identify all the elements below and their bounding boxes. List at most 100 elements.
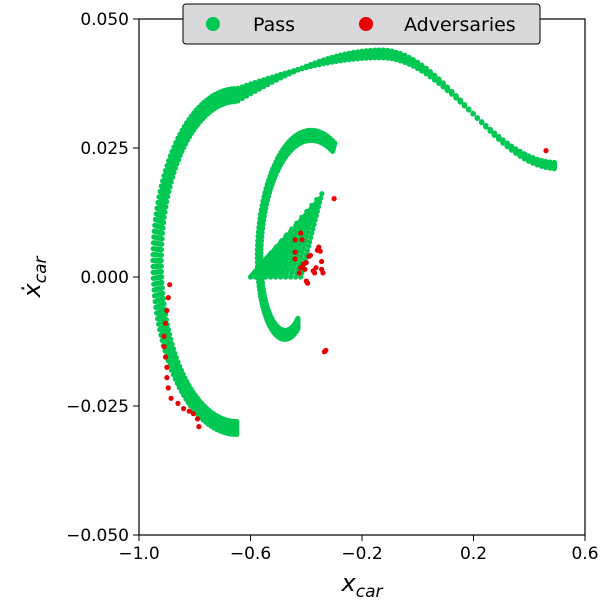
pass-point [432, 77, 438, 83]
pass-point [298, 274, 304, 280]
y-axis-title-sub: car [31, 256, 51, 284]
pass-point [308, 217, 314, 223]
pass-point [248, 81, 254, 87]
adversary-point [302, 266, 308, 272]
pass-point [319, 191, 325, 197]
pass-point [172, 376, 178, 382]
adversary-point [300, 261, 307, 267]
pass-point [157, 188, 163, 195]
pass-point [150, 252, 156, 258]
pass-point [312, 62, 318, 69]
y-axis: −0.050 −0.025 0.000 0.025 0.050 [66, 10, 139, 546]
pass-point [256, 220, 262, 226]
pass-point [314, 208, 320, 214]
pass-point [152, 216, 158, 223]
pass-point [538, 157, 545, 163]
pass-point [166, 158, 172, 164]
pass-point [291, 68, 297, 74]
pass-point [170, 372, 176, 378]
pass-point [402, 59, 408, 65]
pass-point [165, 358, 171, 364]
pass-point [311, 221, 317, 227]
adversary-point [162, 320, 169, 326]
pass-point [159, 337, 165, 343]
pass-point [543, 158, 549, 164]
adversary-point [167, 282, 173, 288]
pass-point [152, 299, 158, 305]
pass-point [534, 156, 540, 162]
x-axis-title: xcar [341, 569, 384, 601]
adversary-point [298, 230, 304, 236]
pass-point [157, 327, 163, 333]
pass-point [372, 55, 378, 61]
pass-point [256, 78, 262, 84]
pass-point [173, 139, 179, 146]
pass-point [256, 283, 262, 289]
pass-point [254, 251, 260, 257]
adversary-point [316, 244, 322, 250]
adversary-point [194, 416, 201, 422]
pass-point [317, 199, 323, 205]
pass-point [305, 229, 311, 235]
pass-point [367, 55, 374, 61]
adversary-point [313, 265, 319, 271]
pass-point [257, 215, 263, 222]
pass-point [262, 189, 268, 196]
pass-point [380, 55, 386, 61]
pass-point [150, 275, 156, 281]
pass-point [153, 304, 159, 310]
pass-point [474, 115, 480, 121]
adversary-point [175, 400, 181, 406]
legend-pass-marker [206, 17, 220, 31]
pass-point [312, 217, 318, 223]
pass-point [304, 248, 310, 254]
pass-point [313, 213, 319, 219]
pass-point [410, 63, 416, 69]
pass-point [449, 91, 455, 97]
pass-point [307, 239, 313, 245]
pass-point [261, 194, 267, 200]
plot-frame [138, 18, 586, 536]
pass-point [151, 228, 157, 234]
pass-point [256, 279, 262, 285]
adversary-point [319, 258, 325, 265]
pass-point [303, 64, 309, 71]
x-tick-label: 0.2 [460, 544, 487, 564]
pass-point [329, 59, 335, 65]
adversary-point [305, 280, 311, 286]
adversary-point [292, 237, 298, 243]
pass-point [310, 226, 316, 232]
pass-point [526, 153, 532, 159]
pass-point [297, 258, 303, 264]
pass-point [177, 131, 183, 137]
pass-point [183, 396, 189, 402]
pass-point [346, 57, 352, 63]
pass-point [385, 55, 391, 61]
pass-point [305, 243, 312, 249]
x-axis: −1.0 −0.6 −0.2 0.2 0.6 [118, 535, 599, 564]
pass-point [406, 61, 412, 67]
y-axis-title: ẋcar [18, 256, 51, 299]
adversary-point [190, 411, 196, 417]
pass-point [152, 293, 158, 299]
pass-point [254, 246, 260, 253]
pass-point [466, 107, 472, 113]
pass-point [338, 58, 344, 64]
pass-point [164, 163, 170, 169]
adversary-point [292, 256, 298, 262]
pass-point [156, 194, 162, 200]
pass-point [150, 269, 156, 275]
adversary-point [543, 148, 549, 154]
adversary-point [306, 253, 312, 259]
adversary-point [292, 249, 298, 255]
y-tick-label: 0.050 [80, 10, 129, 30]
pass-point [154, 310, 160, 316]
pass-point [315, 204, 322, 210]
adversary-point [331, 196, 337, 202]
pass-point [436, 80, 442, 86]
pass-point [255, 229, 261, 235]
pass-point [265, 75, 271, 81]
y-axis-title-main: ẋ [18, 282, 46, 298]
pass-point [453, 95, 459, 101]
